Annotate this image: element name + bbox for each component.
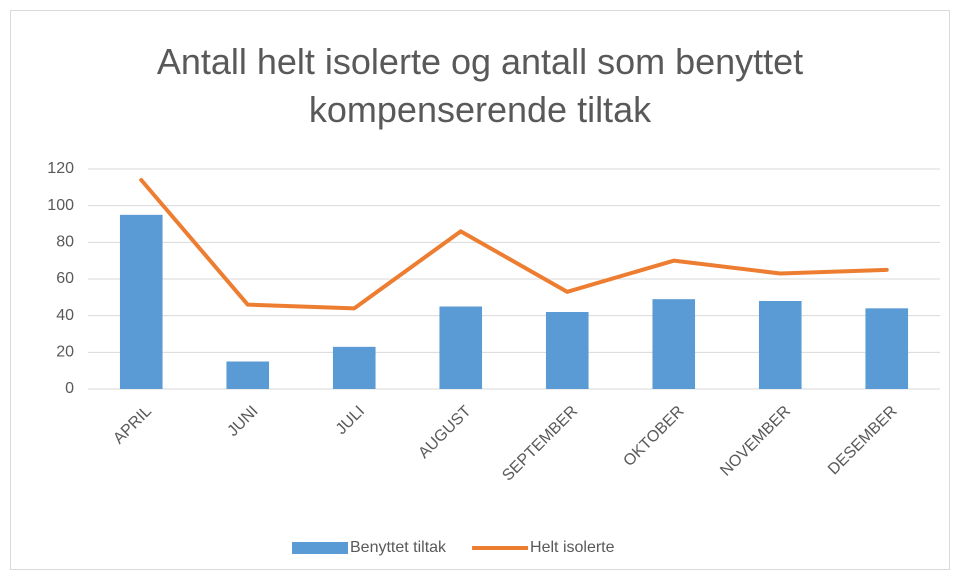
y-tick-label: 40 (56, 307, 74, 324)
line (139, 178, 889, 311)
legend-label: Benyttet tiltak (350, 539, 447, 556)
bar (439, 306, 483, 389)
bar (758, 301, 802, 389)
y-tick-label: 100 (47, 197, 74, 214)
bar (652, 299, 696, 389)
legend-swatch (292, 542, 348, 554)
y-tick-label: 20 (56, 344, 74, 361)
bar (226, 361, 270, 389)
bar (332, 346, 376, 389)
bar (119, 214, 163, 389)
bar (545, 312, 589, 389)
bar (865, 308, 909, 389)
chart-title: Antall helt isolerte og antall som benyt… (156, 41, 804, 130)
y-tick-label: 120 (47, 160, 74, 177)
y-tick-label: 0 (65, 380, 74, 397)
y-tick-label: 60 (56, 270, 74, 287)
legend-label: Helt isolerte (530, 539, 615, 556)
y-tick-label: 80 (56, 234, 74, 251)
chart-border (10, 10, 950, 570)
